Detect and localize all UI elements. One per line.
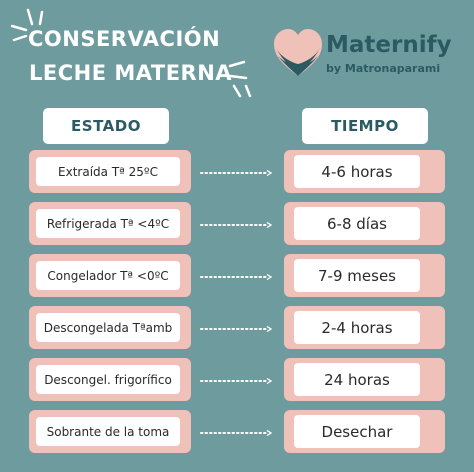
estado-label: Refrigerada Tª <4ºC xyxy=(36,209,180,238)
estado-row: Refrigerada Tª <4ºC xyxy=(29,202,191,245)
dotted-arrow-icon xyxy=(200,378,273,384)
tiempo-value: 7-9 meses xyxy=(294,259,420,292)
dotted-arrow-icon xyxy=(200,326,273,332)
dotted-arrow-icon xyxy=(200,430,273,436)
tiempo-row: 4-6 horas xyxy=(284,150,445,193)
estado-label: Descongel. frigorífico xyxy=(36,365,180,394)
dotted-arrow-icon xyxy=(200,274,273,280)
tiempo-row: 2-4 horas xyxy=(284,306,445,349)
tiempo-value: 2-4 horas xyxy=(294,311,420,344)
tiempo-value: 6-8 días xyxy=(294,207,420,240)
brand-name: Maternify xyxy=(326,32,452,58)
tiempo-row: 7-9 meses xyxy=(284,254,445,297)
page-title: CONSERVACIÓN LECHE MATERNA xyxy=(28,22,232,90)
tiempo-value: 4-6 horas xyxy=(294,155,420,188)
header-tiempo: TIEMPO xyxy=(302,108,428,144)
tiempo-row: 24 horas xyxy=(284,358,445,401)
estado-row: Descongel. frigorífico xyxy=(29,358,191,401)
estado-label: Descongelada Tªamb xyxy=(36,313,180,342)
heart-logo-icon xyxy=(274,29,322,76)
sparkle-left-icon xyxy=(10,8,44,42)
sparkle-right-icon xyxy=(228,60,252,98)
tiempo-value: 24 horas xyxy=(294,363,420,396)
estado-row: Extraída Tª 25ºC xyxy=(29,150,191,193)
header-estado: ESTADO xyxy=(43,108,169,144)
brand-logo: Maternify by Matronaparami xyxy=(270,26,460,90)
title-line-1: CONSERVACIÓN xyxy=(28,27,221,51)
estado-row: Descongelada Tªamb xyxy=(29,306,191,349)
estado-label: Congelador Tª <0ºC xyxy=(36,261,180,290)
brand-tagline: by Matronaparami xyxy=(326,62,441,75)
dotted-arrow-icon xyxy=(200,170,273,176)
tiempo-value: Desechar xyxy=(294,415,420,448)
tiempo-row: 6-8 días xyxy=(284,202,445,245)
estado-label: Extraída Tª 25ºC xyxy=(36,157,180,186)
estado-row: Congelador Tª <0ºC xyxy=(29,254,191,297)
estado-label: Sobrante de la toma xyxy=(36,417,180,446)
title-line-2: LECHE MATERNA xyxy=(29,61,233,85)
tiempo-row: Desechar xyxy=(284,410,445,453)
dotted-arrow-icon xyxy=(200,222,273,228)
estado-row: Sobrante de la toma xyxy=(29,410,191,453)
